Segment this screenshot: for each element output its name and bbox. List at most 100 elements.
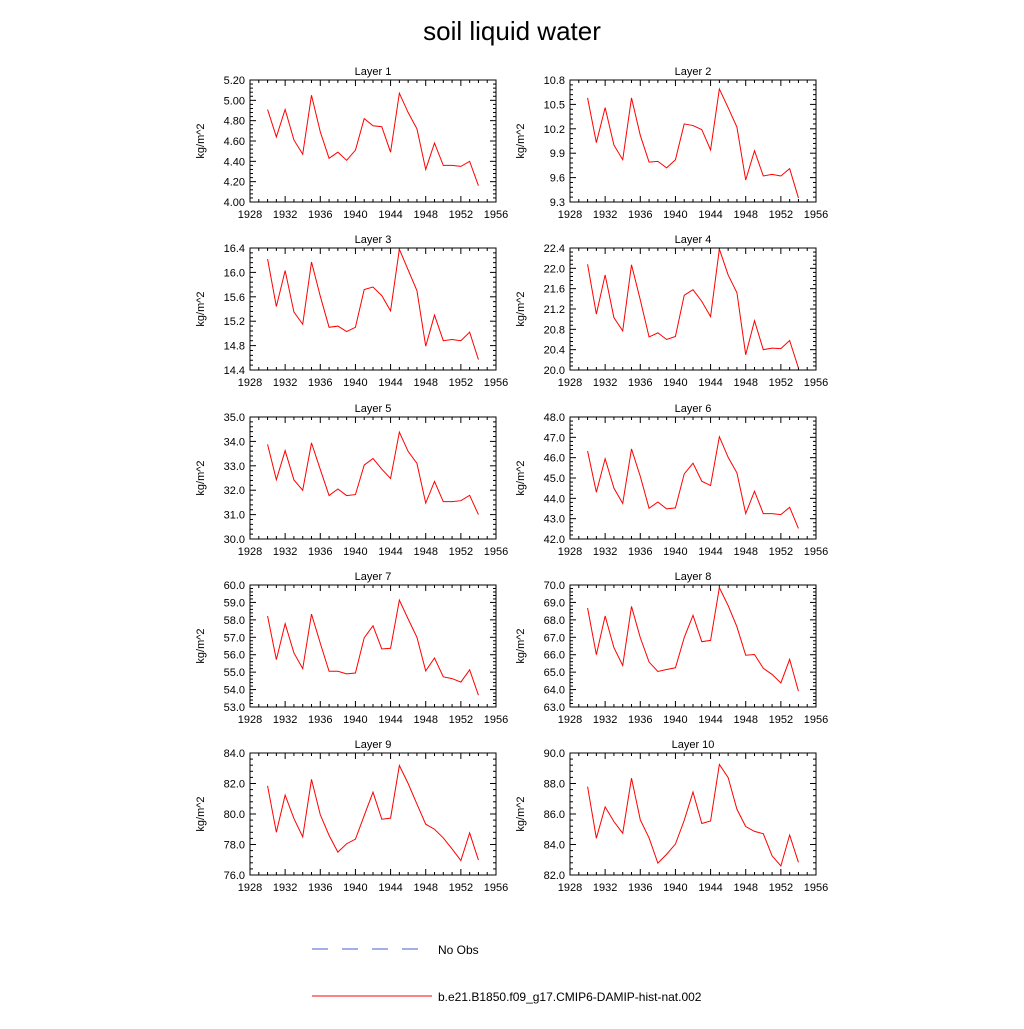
x-tick-label: 1928 (238, 714, 262, 726)
y-tick-label: 9.9 (550, 148, 565, 160)
y-tick-label: 80.0 (224, 809, 245, 821)
y-tick-label: 9.6 (550, 173, 565, 185)
y-tick-label: 21.2 (544, 304, 565, 316)
x-tick-label: 1952 (769, 546, 793, 558)
x-tick-label: 1940 (343, 714, 367, 726)
y-tick-label: 14.8 (224, 341, 245, 353)
x-tick-label: 1928 (558, 882, 582, 894)
x-tick-label: 1944 (698, 209, 722, 221)
x-tick-label: 1936 (628, 209, 652, 221)
y-tick-label: 42.0 (544, 534, 565, 546)
plot-frame (249, 416, 497, 540)
x-tick-label: 1952 (769, 882, 793, 894)
plot-frame (569, 247, 817, 371)
y-tick-label: 90.0 (544, 748, 565, 760)
x-tick-label: 1952 (769, 377, 793, 389)
y-tick-label: 46.0 (544, 453, 565, 465)
y-axis-label: kg/m^2 (195, 460, 207, 495)
y-tick-label: 78.0 (224, 840, 245, 852)
chart-panel-1: Layer 1 kg/m^2 1928 1932 1936 1940 1944 1948 195… (195, 66, 508, 221)
x-tick-label: 1940 (663, 882, 687, 894)
x-tick-label: 1928 (558, 546, 582, 558)
chart-panel-7: Layer 7 kg/m^2 1928 1932 1936 1940 1944 1948 195… (195, 571, 508, 726)
plot-frame (569, 584, 817, 708)
chart-panel-3: Layer 3 kg/m^2 1928 1932 1936 1940 1944 1948 195… (195, 234, 508, 389)
series-line (587, 434, 799, 529)
y-axis-label: kg/m^2 (195, 123, 207, 158)
x-tick-label: 1932 (593, 714, 617, 726)
y-tick-label: 14.4 (224, 365, 245, 377)
x-tick-label: 1928 (238, 546, 262, 558)
y-tick-label: 84.0 (224, 748, 245, 760)
x-tick-label: 1928 (238, 377, 262, 389)
y-tick-label: 65.0 (544, 667, 565, 679)
chart-title: soil liquid water (423, 16, 601, 46)
y-tick-label: 15.6 (224, 292, 245, 304)
y-tick-label: 16.4 (224, 243, 245, 255)
x-tick-label: 1952 (769, 209, 793, 221)
y-tick-label: 20.4 (544, 345, 565, 357)
x-tick-label: 1948 (733, 377, 757, 389)
legend-model-label: b.e21.B1850.f09_g17.CMIP6-DAMIP-hist-nat… (438, 990, 702, 1004)
y-tick-label: 68.0 (544, 615, 565, 627)
x-tick-label: 1936 (628, 714, 652, 726)
chart-panel-4: Layer 4 kg/m^2 1928 1932 1936 1940 1944 1948 195… (515, 234, 828, 389)
x-tick-label: 1936 (308, 209, 332, 221)
plot-frame (249, 752, 497, 876)
x-tick-label: 1944 (698, 546, 722, 558)
y-tick-label: 22.0 (544, 263, 565, 275)
y-tick-label: 55.0 (224, 667, 245, 679)
y-axis-label: kg/m^2 (515, 796, 527, 831)
chart-panel-8: Layer 8 kg/m^2 1928 1932 1936 1940 1944 1948 195… (515, 571, 828, 726)
y-tick-label: 10.2 (544, 124, 565, 136)
series-line (267, 763, 479, 862)
y-tick-label: 20.0 (544, 365, 565, 377)
y-tick-label: 53.0 (224, 702, 245, 714)
chart-panel-5: Layer 5 kg/m^2 1928 1932 1936 1940 1944 1948 195… (195, 403, 508, 558)
chart-panel-10: Layer 10 kg/m^2 1928 1932 1936 1940 1944 1948 19… (515, 739, 828, 894)
y-tick-label: 4.00 (224, 197, 245, 209)
x-tick-label: 1932 (273, 882, 297, 894)
panel-title: Layer 7 (355, 571, 392, 583)
x-tick-label: 1940 (343, 209, 367, 221)
y-axis-label: kg/m^2 (515, 291, 527, 326)
x-tick-label: 1952 (449, 882, 473, 894)
y-tick-label: 43.0 (544, 514, 565, 526)
y-tick-label: 66.0 (544, 650, 565, 662)
y-tick-label: 70.0 (544, 580, 565, 592)
y-tick-label: 45.0 (544, 473, 565, 485)
panel-title: Layer 6 (675, 403, 712, 415)
x-tick-label: 1940 (663, 209, 687, 221)
x-tick-label: 1940 (343, 377, 367, 389)
plot-frame (569, 752, 817, 876)
chart-panels: Layer 1 kg/m^2 1928 1932 1936 1940 1944 1948 195… (195, 66, 828, 894)
y-tick-label: 20.8 (544, 324, 565, 336)
x-tick-label: 1932 (593, 377, 617, 389)
x-tick-label: 1940 (343, 546, 367, 558)
y-tick-label: 58.0 (224, 615, 245, 627)
x-tick-label: 1952 (769, 714, 793, 726)
x-tick-label: 1928 (558, 209, 582, 221)
x-tick-label: 1936 (308, 714, 332, 726)
y-tick-label: 21.6 (544, 284, 565, 296)
x-tick-label: 1956 (484, 546, 508, 558)
x-tick-label: 1948 (413, 209, 437, 221)
series-line (587, 248, 799, 369)
y-tick-label: 86.0 (544, 809, 565, 821)
x-tick-label: 1936 (628, 882, 652, 894)
y-tick-label: 30.0 (224, 534, 245, 546)
x-tick-label: 1948 (733, 882, 757, 894)
plot-frame (249, 247, 497, 371)
x-tick-label: 1940 (663, 377, 687, 389)
series-line (587, 763, 799, 868)
plot-frame (249, 584, 497, 708)
x-tick-label: 1956 (804, 377, 828, 389)
chart-panel-2: Layer 2 kg/m^2 1928 1932 1936 1940 1944 1948 195… (515, 66, 828, 221)
x-tick-label: 1936 (308, 377, 332, 389)
panel-title: Layer 4 (675, 234, 712, 246)
x-tick-label: 1956 (804, 209, 828, 221)
x-tick-label: 1936 (628, 377, 652, 389)
x-tick-label: 1948 (413, 546, 437, 558)
x-tick-label: 1932 (593, 882, 617, 894)
